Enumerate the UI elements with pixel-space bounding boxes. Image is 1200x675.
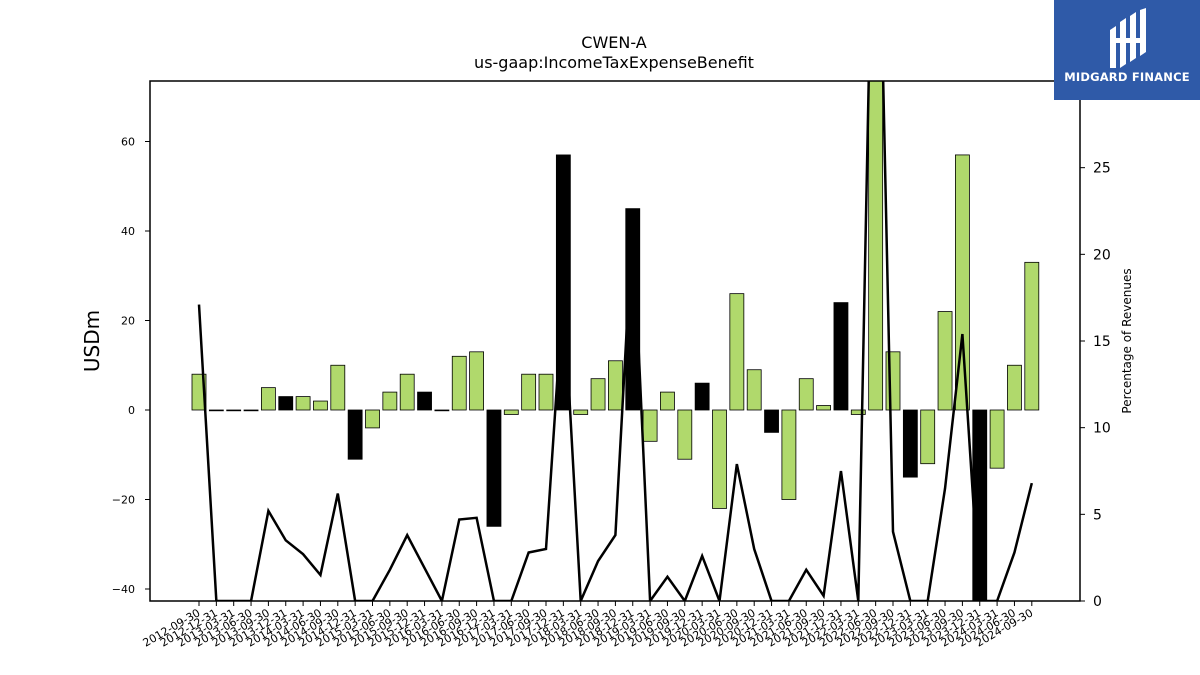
y2-tick-label: 20 — [1093, 247, 1111, 263]
y-tick-label: −40 — [112, 583, 135, 596]
bar-2021-12-31 — [833, 302, 849, 411]
logo-text: MIDGARD FINANCE — [1064, 70, 1190, 84]
bar-2016-06-30 — [451, 355, 467, 411]
left-axis: −40 −20 0 20 40 60 — [112, 136, 150, 596]
y-tick-label: 20 — [121, 315, 135, 328]
chart-subtitle: us-gaap:IncomeTaxExpenseBenefit — [474, 53, 754, 72]
bar-2013-09-30 — [260, 387, 276, 411]
chart-title: CWEN-A — [581, 33, 646, 52]
bar-2018-12-31 — [625, 208, 641, 411]
bar-2015-09-30 — [399, 373, 415, 411]
y2-tick-label: 5 — [1093, 507, 1102, 523]
bar-2017-03-31 — [503, 409, 519, 415]
y-tick-label: 40 — [121, 225, 135, 238]
bar-2018-09-30 — [608, 360, 623, 411]
bar-2015-06-30 — [382, 391, 398, 411]
bar-2018-06-30 — [590, 378, 606, 411]
bar-2020-06-30 — [729, 293, 745, 411]
bar-2014-03-31 — [295, 396, 311, 411]
bar-2019-06-30 — [660, 391, 675, 411]
bar-2014-06-30 — [313, 400, 328, 411]
bar-2019-03-31 — [642, 409, 658, 442]
bar-2023-06-30 — [937, 311, 953, 411]
percentage-line — [197, 81, 1034, 601]
bar-2019-09-30 — [677, 409, 693, 460]
y-tick-label: 0 — [128, 404, 135, 417]
y-tick-label: 60 — [121, 136, 135, 149]
bar-2017-09-30 — [538, 373, 554, 411]
bar-2015-12-31 — [417, 391, 432, 411]
y-axis-label: USDm — [80, 310, 104, 372]
bar-2016-12-31 — [486, 409, 502, 527]
bar-2022-06-30 — [868, 81, 884, 411]
bar-2012-12-31 — [208, 409, 224, 412]
bar-2024-06-30 — [1007, 364, 1022, 411]
bar-2024-09-30 — [1024, 261, 1040, 411]
bar-2013-12-31 — [278, 396, 294, 411]
bar-2020-03-31 — [712, 409, 727, 509]
bar-2013-03-31 — [226, 409, 242, 412]
bars-layer — [191, 81, 1040, 601]
right-axis: 051015202530 — [1080, 74, 1111, 610]
bar-2023-03-31 — [920, 409, 936, 465]
bar-2021-09-30 — [816, 405, 831, 411]
y-tick-label: −20 — [112, 494, 135, 507]
bar-2015-03-31 — [365, 409, 380, 429]
bar-2023-09-30 — [955, 154, 970, 411]
bar-2022-12-31 — [902, 409, 918, 478]
midgard-logo: MIDGARD FINANCE — [1054, 0, 1200, 100]
bar-2019-12-31 — [694, 382, 710, 411]
bar-2020-09-30 — [746, 369, 762, 411]
midgard-logo-icon — [1110, 8, 1146, 68]
y2-tick-label: 10 — [1093, 421, 1111, 437]
bar-2016-03-31 — [434, 409, 450, 412]
bar-2016-09-30 — [469, 351, 485, 411]
bar-2022-03-31 — [850, 409, 866, 415]
bar-2014-12-31 — [347, 409, 363, 460]
y2-tick-label: 15 — [1093, 334, 1111, 350]
y2-tick-label: 25 — [1093, 161, 1111, 177]
y2-axis-label: Percentage of Revenues — [1120, 268, 1134, 413]
bar-2024-03-31 — [989, 409, 1005, 469]
bar-2021-06-30 — [798, 378, 814, 411]
bar-2017-06-30 — [521, 373, 537, 411]
bar-2013-06-30 — [243, 409, 259, 412]
y2-tick-label: 0 — [1093, 594, 1102, 610]
x-axis: 2012-09-302012-12-312013-03-312013-06-30… — [141, 601, 1035, 650]
bar-2021-03-31 — [781, 409, 797, 500]
bar-2018-03-31 — [573, 409, 589, 415]
bar-2020-12-31 — [764, 409, 779, 433]
line-layer — [197, 81, 1034, 601]
bar-2014-09-30 — [330, 364, 346, 411]
